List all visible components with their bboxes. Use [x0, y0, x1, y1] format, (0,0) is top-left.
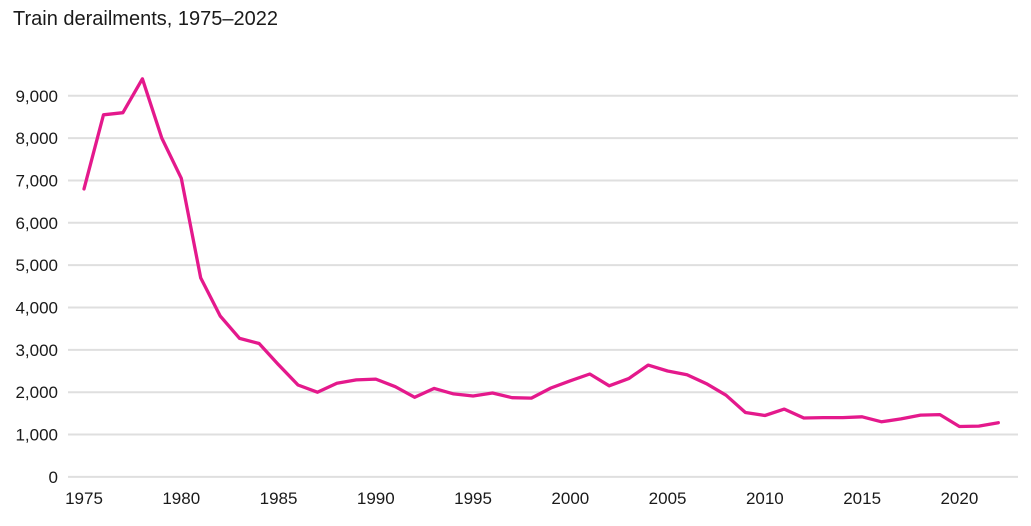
y-axis-tick-label: 8,000	[15, 129, 58, 148]
y-axis-tick-label: 1,000	[15, 426, 58, 445]
y-axis-tick-label: 3,000	[15, 341, 58, 360]
x-axis-tick-label: 2020	[940, 489, 978, 508]
y-axis-tick-label: 7,000	[15, 171, 58, 190]
x-axis-tick-label: 1985	[260, 489, 298, 508]
y-axis-tick-label: 9,000	[15, 87, 58, 106]
x-axis-tick-label: 1995	[454, 489, 492, 508]
y-axis-tick-label: 5,000	[15, 256, 58, 275]
y-axis-tick-label: 0	[49, 468, 58, 487]
chart-title: Train derailments, 1975–2022	[13, 8, 278, 30]
y-axis-tick-label: 6,000	[15, 214, 58, 233]
x-axis-tick-label: 2005	[649, 489, 687, 508]
derailments-line-series	[82, 77, 1000, 429]
y-axis-tick-label: 2,000	[15, 383, 58, 402]
x-axis-tick-label: 1980	[162, 489, 200, 508]
x-axis-tick-label: 1990	[357, 489, 395, 508]
x-axis-tick-label: 2010	[746, 489, 784, 508]
x-axis-tick-label: 1975	[65, 489, 103, 508]
x-axis-tick-label: 2015	[843, 489, 881, 508]
x-axis-tick-label: 2000	[551, 489, 589, 508]
y-axis-tick-label: 4,000	[15, 299, 58, 318]
